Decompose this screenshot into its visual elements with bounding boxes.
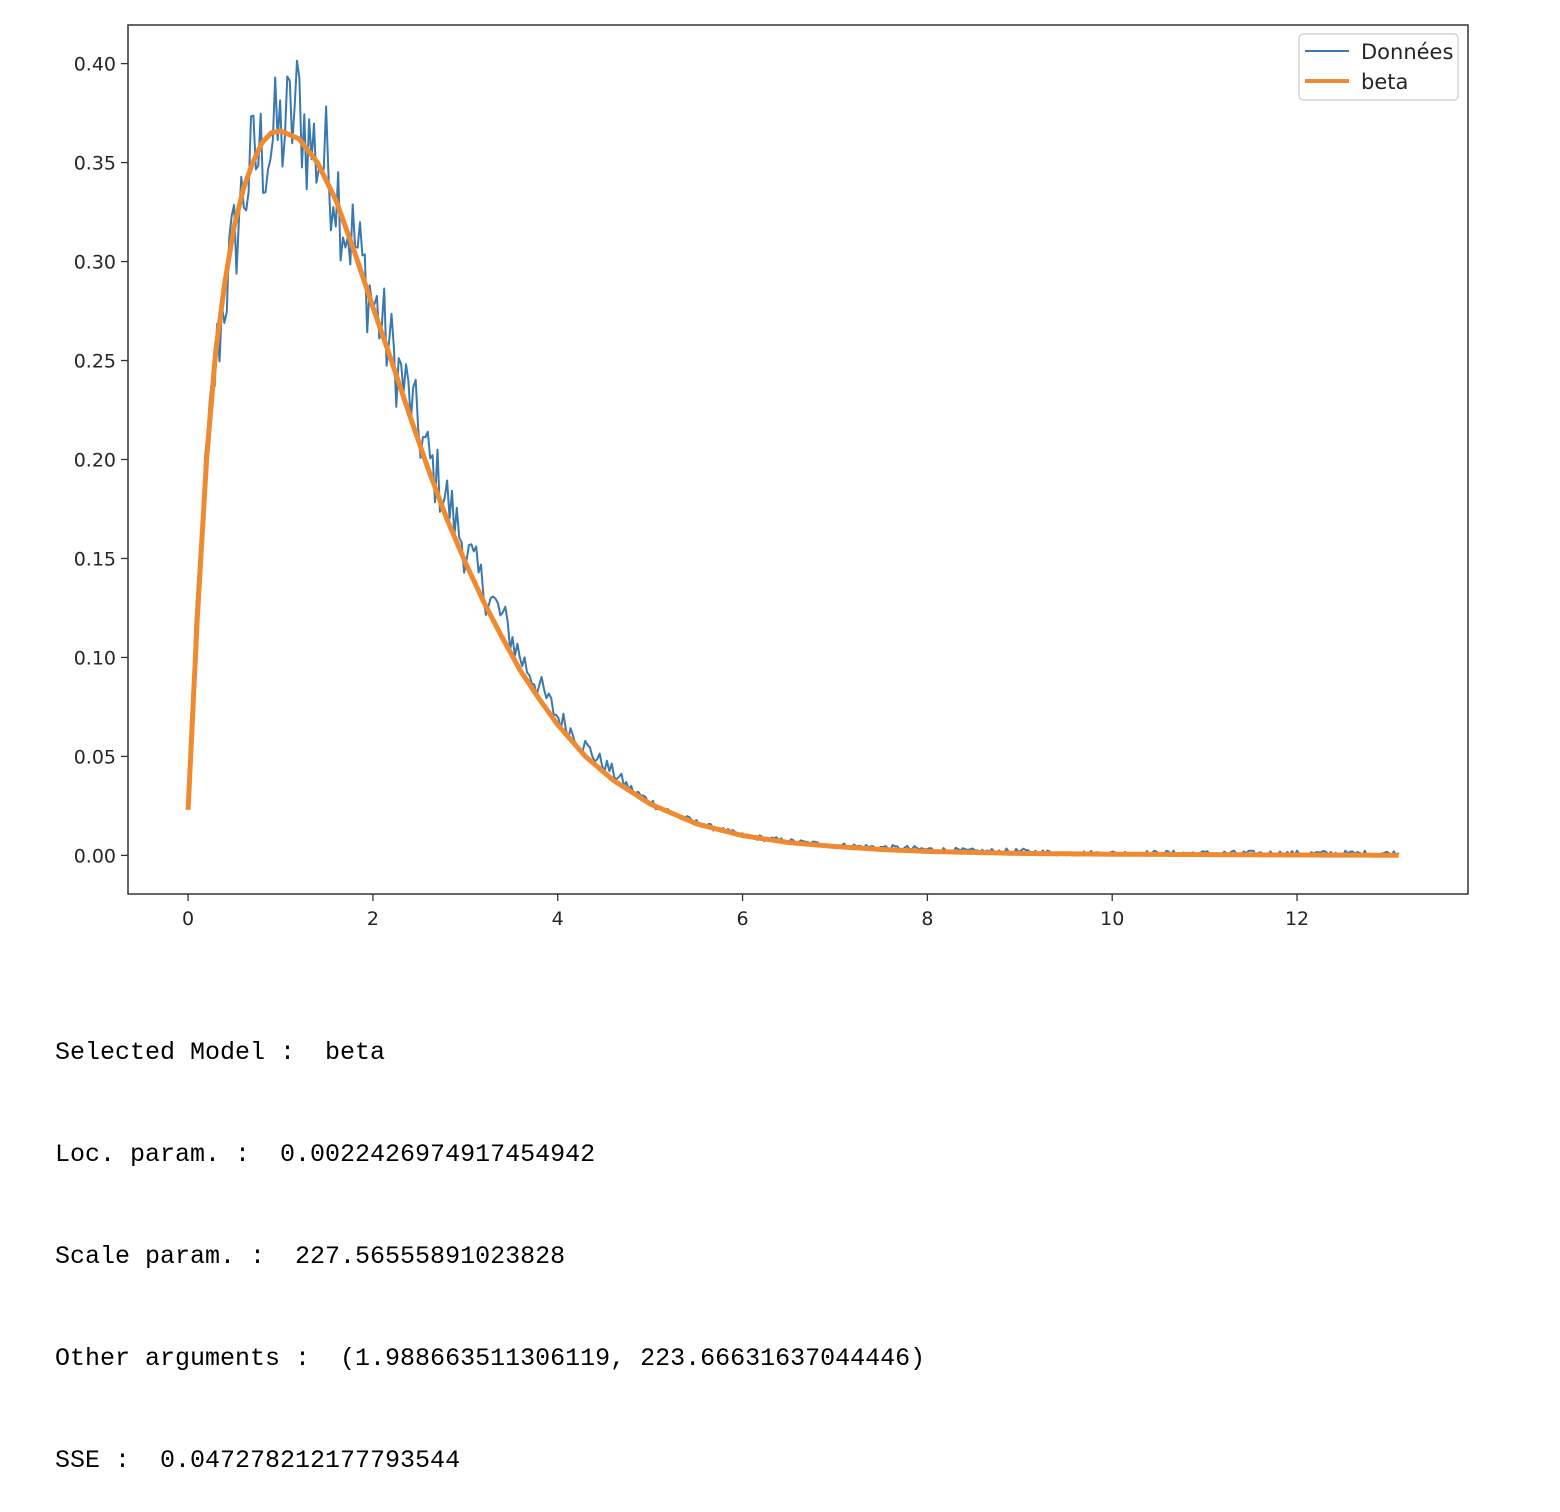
loc-param-line: Loc. param. : 0.0022426974917454942	[55, 1140, 596, 1169]
scale-param-line: Scale param. : 227.56555891023828	[55, 1242, 566, 1271]
x-tick-label: 2	[367, 908, 379, 930]
y-tick-label: 0.20	[74, 450, 116, 472]
x-tick-label: 0	[182, 908, 194, 930]
series-layer	[185, 59, 1400, 858]
x-tick-label: 6	[737, 908, 749, 930]
fit-results-output: Selected Model : beta Loc. param. : 0.00…	[55, 968, 925, 1512]
y-tick-label: 0.15	[74, 548, 116, 570]
other-arguments-line: Other arguments : (1.988663511306119, 22…	[55, 1344, 926, 1373]
y-tick-label: 0.40	[74, 54, 116, 76]
y-tick-label: 0.05	[74, 746, 116, 768]
y-axis-ticks: 0.00 0.05 0.10 0.15 0.20 0.25 0.30 0.35 0.40	[74, 54, 128, 867]
legend: Données beta	[1298, 33, 1459, 101]
legend-label-donnees: Données	[1361, 40, 1453, 64]
x-tick-label: 4	[552, 908, 564, 930]
series-line-donnees	[187, 59, 1400, 857]
x-tick-label: 8	[921, 908, 933, 930]
sse-line: SSE : 0.047278212177793544	[55, 1446, 461, 1475]
series-line-beta	[185, 128, 1400, 858]
y-tick-label: 0.10	[74, 647, 116, 669]
x-axis-ticks: 0 2 4 6 8 10 12	[182, 894, 1309, 930]
legend-label-beta: beta	[1361, 70, 1408, 94]
y-tick-label: 0.25	[74, 351, 116, 373]
x-tick-label: 10	[1100, 908, 1124, 930]
fit-chart: 0 2 4 6 8 10 12 0.000.050.100.150.200.250.300.…	[74, 24, 1469, 930]
y-tick-label: 0.30	[74, 252, 116, 274]
y-tick-label: 0.35	[74, 153, 116, 175]
selected-model-line: Selected Model : beta	[55, 1038, 386, 1067]
plot-frame	[127, 24, 1469, 895]
x-tick-label: 12	[1285, 908, 1309, 930]
y-tick-label: 0.00	[74, 845, 116, 867]
